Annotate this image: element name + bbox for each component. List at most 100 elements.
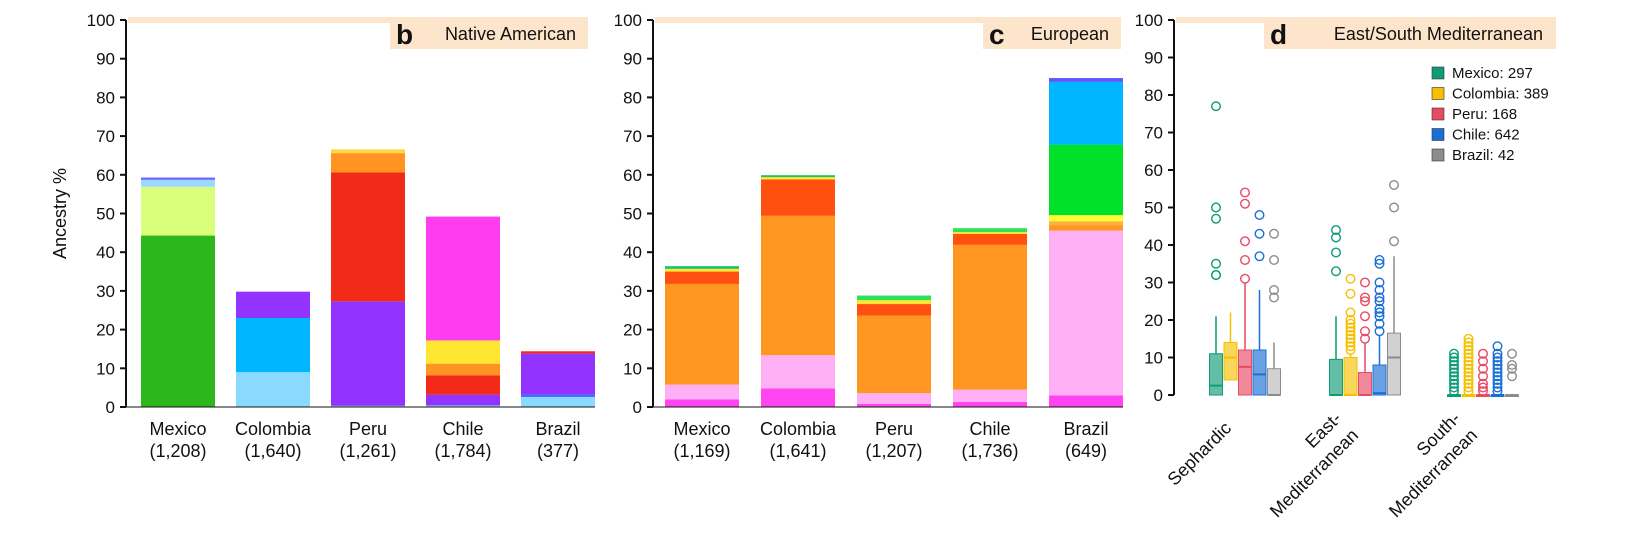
outlier-point <box>1345 341 1356 352</box>
box-body <box>1223 342 1238 381</box>
bar-segment <box>236 317 310 373</box>
bar-stack-colombia <box>236 291 310 407</box>
bar-segment <box>426 363 500 376</box>
box-chile <box>1372 254 1387 396</box>
y-tick-label: 50 <box>96 205 115 224</box>
bar-segment <box>1049 78 1123 82</box>
x-category-count: (1,784) <box>434 441 491 461</box>
bar-segment <box>331 405 405 407</box>
outlier-point <box>1492 375 1503 386</box>
bar-segment <box>426 375 500 395</box>
title-band-box <box>1264 17 1556 49</box>
y-tick-label: 100 <box>614 11 642 30</box>
outlier-point <box>1388 236 1399 247</box>
bar-segment <box>665 399 739 407</box>
bar-segment <box>521 351 595 354</box>
bar-segment <box>426 405 500 407</box>
x-category-label: Brazil <box>1063 419 1108 439</box>
outlier-point <box>1268 285 1279 296</box>
outlier-point <box>1239 187 1250 198</box>
outlier-point <box>1374 303 1385 314</box>
legend-swatch <box>1431 87 1445 100</box>
outlier-point <box>1492 348 1503 359</box>
bar-segment <box>331 149 405 154</box>
bar-stack-mexico <box>141 177 215 407</box>
y-tick-label: 20 <box>1144 311 1163 330</box>
bar-segment <box>953 228 1027 233</box>
box-body <box>1238 349 1252 396</box>
box-body <box>1387 332 1401 396</box>
bar-stack-colombia <box>761 175 835 407</box>
outlier-point <box>1492 386 1503 397</box>
box-chile <box>1252 209 1267 396</box>
title-band-box <box>390 17 588 49</box>
box-brazil <box>1387 179 1401 396</box>
bar-segment <box>141 177 215 180</box>
bar-stack-chile <box>953 228 1027 407</box>
outlier-point <box>1345 315 1356 326</box>
bar-segment <box>521 396 595 407</box>
outlier-point <box>1448 356 1459 367</box>
bar-segment <box>331 153 405 173</box>
bar-segment <box>857 393 931 404</box>
legend-label: Mexico: 297 <box>1452 65 1533 82</box>
outlier-point <box>1492 382 1503 393</box>
bar-segment <box>761 179 835 216</box>
bar-segment <box>1049 144 1123 216</box>
outlier-point <box>1477 363 1488 374</box>
panel-d-east-south-mediterranean: d East/South Mediterranean 0 10 20 30 40 50 60 70… <box>1135 11 1556 521</box>
box-body <box>1343 357 1358 396</box>
outlier-point <box>1463 337 1474 348</box>
bar-segment <box>665 266 739 269</box>
bar-segment <box>761 388 835 407</box>
legend-label: Brazil: 42 <box>1452 147 1515 164</box>
outlier-point <box>1492 378 1503 389</box>
outlier-point <box>1388 202 1399 213</box>
x-group-label: South-Mediterranean <box>1385 408 1481 521</box>
outlier-point <box>1268 292 1279 303</box>
bar-segment <box>1049 230 1123 396</box>
bar-segment <box>953 234 1027 245</box>
outlier-point <box>1477 371 1488 382</box>
bar-segment <box>665 283 739 385</box>
box-mexico <box>1209 101 1223 396</box>
box-brazil <box>1505 348 1519 397</box>
x-category-label: Chile <box>442 419 483 439</box>
bar-segment <box>1049 225 1123 231</box>
y-tick-label: 90 <box>623 50 642 69</box>
outlier-point <box>1448 378 1459 389</box>
bar-segment <box>761 175 835 178</box>
outlier-point <box>1345 337 1356 348</box>
bar-segment <box>761 177 835 180</box>
outlier-point <box>1268 254 1279 265</box>
outlier-point <box>1345 330 1356 341</box>
y-tick-label: 0 <box>106 398 115 417</box>
outlier-point <box>1330 232 1341 243</box>
outlier-point <box>1463 356 1474 367</box>
legend-label: Chile: 642 <box>1452 127 1520 144</box>
outlier-point <box>1239 273 1250 284</box>
box-body <box>1358 372 1372 396</box>
bar-segment <box>761 355 835 389</box>
legend-swatch <box>1431 128 1445 141</box>
outlier-point <box>1210 202 1221 213</box>
bar-segment <box>857 315 931 394</box>
x-category-label: Chile <box>969 419 1010 439</box>
x-group-label: Sephardic <box>1164 418 1235 489</box>
box-body <box>1252 349 1267 396</box>
box-peru <box>1476 348 1490 397</box>
outlier-point <box>1374 326 1385 337</box>
outlier-point <box>1345 345 1356 356</box>
legend-swatch <box>1431 148 1445 162</box>
outlier-point <box>1448 386 1459 397</box>
bar-segment <box>521 353 595 395</box>
bar-segment <box>1049 215 1123 222</box>
legend: Mexico: 297 Colombia: 389 Peru: 168 Chile: … <box>1431 65 1549 164</box>
bar-segment <box>426 340 500 364</box>
y-tick-label: 20 <box>623 321 642 340</box>
bar-stack-mexico <box>665 266 739 407</box>
y-tick-label: 100 <box>87 11 115 30</box>
box-colombia <box>1461 333 1476 397</box>
